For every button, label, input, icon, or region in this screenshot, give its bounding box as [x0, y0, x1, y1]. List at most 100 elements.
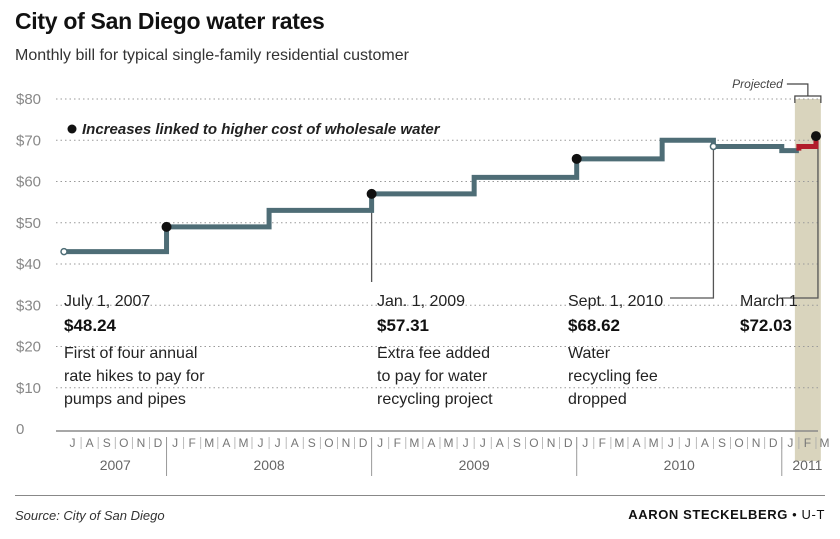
- month-label: O: [119, 436, 128, 450]
- month-label: A: [291, 436, 299, 450]
- annotation-text-line: Water: [568, 345, 611, 362]
- annotation-date: Sept. 1, 2010: [568, 293, 663, 310]
- month-label: J: [685, 436, 691, 450]
- month-label: F: [394, 436, 401, 450]
- footer-rule: [15, 495, 825, 496]
- annotation-value: $72.03: [740, 316, 792, 335]
- month-label: A: [496, 436, 504, 450]
- month-label: O: [324, 436, 333, 450]
- y-tick-label: $60: [16, 174, 41, 191]
- rate-series-line: [64, 137, 799, 255]
- month-label: J: [275, 436, 281, 450]
- credit-org: U-T: [801, 507, 825, 522]
- annotation-text-line: recycling fee: [568, 368, 658, 385]
- month-label: M: [614, 436, 624, 450]
- month-label: D: [769, 436, 778, 450]
- y-tick-label: $80: [16, 91, 41, 108]
- y-tick-label: 0: [16, 421, 24, 438]
- annotation: March 1 $72.03: [740, 293, 798, 335]
- leader-line: [782, 141, 819, 299]
- source-note: Source: City of San Diego: [15, 508, 165, 523]
- projected-leader: [786, 83, 809, 96]
- month-label: M: [204, 436, 214, 450]
- month-label: S: [718, 436, 726, 450]
- month-label: A: [633, 436, 641, 450]
- month-label: J: [70, 436, 76, 450]
- annotation-value: $57.31: [377, 316, 429, 335]
- year-label: 2011: [792, 457, 822, 473]
- credit-separator: •: [787, 507, 802, 522]
- legend-label: Increases linked to higher cost of whole…: [82, 121, 441, 138]
- y-axis-labels: 0 $10 $20 $30 $40 $50 $60 $70 $80: [16, 91, 41, 438]
- annotation-text-line: recycling project: [377, 391, 493, 408]
- y-tick-label: $70: [16, 132, 41, 149]
- leader-line: [670, 149, 715, 299]
- legend: Increases linked to higher cost of whole…: [67, 77, 822, 138]
- month-label: O: [529, 436, 538, 450]
- annotation: July 1, 2007 $48.24 First of four annual ra…: [64, 293, 205, 408]
- annotation-text-line: dropped: [568, 391, 627, 408]
- annotation-date: July 1, 2007: [64, 293, 150, 310]
- month-label: D: [564, 436, 573, 450]
- projected-band-layer: [794, 99, 821, 461]
- month-label: J: [258, 436, 264, 450]
- year-label: 2010: [664, 457, 695, 473]
- month-label: S: [103, 436, 111, 450]
- month-label: D: [154, 436, 163, 450]
- month-label: O: [734, 436, 743, 450]
- projected-series-line: [796, 136, 819, 151]
- month-label: J: [787, 436, 793, 450]
- y-tick-label: $40: [16, 256, 41, 273]
- month-label: M: [409, 436, 419, 450]
- annotation-text-line: rate hikes to pay for: [64, 368, 205, 385]
- year-label: 2008: [254, 457, 285, 473]
- year-label: 2007: [100, 457, 131, 473]
- y-tick-label: $10: [16, 380, 41, 397]
- wholesale-marker: [571, 153, 582, 164]
- month-label: J: [480, 436, 486, 450]
- projected-label: Projected: [732, 77, 783, 91]
- y-tick-label: $30: [16, 297, 41, 314]
- month-label: N: [342, 436, 351, 450]
- month-label: J: [668, 436, 674, 450]
- markers: [60, 131, 821, 256]
- y-tick-label: $20: [16, 339, 41, 356]
- month-label: S: [513, 436, 521, 450]
- annotation-value: $68.62: [568, 316, 620, 335]
- rate-marker: [60, 247, 68, 256]
- annotation-text-line: pumps and pipes: [64, 391, 186, 408]
- series-lines: [64, 136, 819, 255]
- wholesale-marker: [161, 221, 172, 232]
- annotation: Sept. 1, 2010 $68.62 Water recycling fee dro…: [568, 293, 663, 408]
- month-label: J: [582, 436, 588, 450]
- legend-marker: [67, 124, 77, 134]
- chart-subtitle: Monthly bill for typical single-family r…: [15, 47, 409, 64]
- month-label: A: [86, 436, 94, 450]
- annotation-leaders: [370, 141, 819, 299]
- annotation-date: March 1: [740, 293, 798, 310]
- annotation-text-line: to pay for water: [377, 368, 488, 385]
- year-label: 2009: [459, 457, 490, 473]
- month-label: M: [444, 436, 454, 450]
- month-label: A: [427, 436, 435, 450]
- month-label: S: [308, 436, 316, 450]
- chart-title: City of San Diego water rates: [15, 8, 325, 34]
- month-label: F: [599, 436, 606, 450]
- annotation-text-line: First of four annual: [64, 345, 197, 362]
- annotation-value: $48.24: [64, 316, 117, 335]
- month-label: A: [222, 436, 230, 450]
- month-label: N: [752, 436, 761, 450]
- wholesale-marker: [366, 188, 377, 199]
- month-label: M: [238, 436, 248, 450]
- month-label: J: [377, 436, 383, 450]
- annotation: Jan. 1, 2009 $57.31 Extra fee added to pay …: [377, 293, 493, 408]
- month-label: F: [189, 436, 196, 450]
- month-label: M: [649, 436, 659, 450]
- annotation-text-line: Extra fee added: [377, 345, 490, 362]
- month-label: F: [804, 436, 811, 450]
- y-tick-label: $50: [16, 215, 41, 232]
- month-label: J: [172, 436, 178, 450]
